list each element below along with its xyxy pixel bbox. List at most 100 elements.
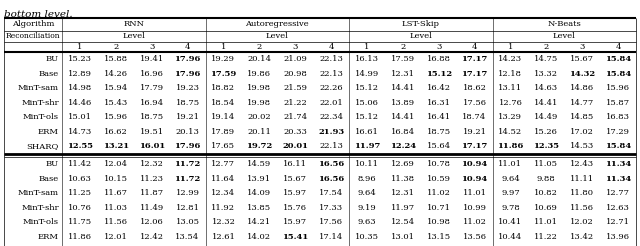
Text: 11.34: 11.34 xyxy=(605,160,631,168)
Text: 17.96: 17.96 xyxy=(174,70,201,78)
Text: 3: 3 xyxy=(579,43,585,51)
Text: 9.63: 9.63 xyxy=(358,218,376,226)
Text: 11.23: 11.23 xyxy=(140,175,164,183)
Text: 17.29: 17.29 xyxy=(606,128,630,136)
Text: 14.86: 14.86 xyxy=(570,84,595,92)
Text: MinT-shr: MinT-shr xyxy=(21,99,59,107)
Text: 14.32: 14.32 xyxy=(569,70,595,78)
Text: 12.63: 12.63 xyxy=(606,204,630,212)
Text: BU: BU xyxy=(46,55,59,63)
Text: ERM: ERM xyxy=(38,128,59,136)
Text: 15.41: 15.41 xyxy=(282,233,308,241)
Text: 12.55: 12.55 xyxy=(67,142,93,150)
Text: 16.88: 16.88 xyxy=(427,55,451,63)
Text: 14.77: 14.77 xyxy=(570,99,595,107)
Text: Level: Level xyxy=(266,32,289,41)
Text: 9.97: 9.97 xyxy=(501,189,520,197)
Text: 11.67: 11.67 xyxy=(104,189,128,197)
Text: 15.12: 15.12 xyxy=(355,84,379,92)
Text: 15.67: 15.67 xyxy=(570,55,594,63)
Text: 19.51: 19.51 xyxy=(140,128,164,136)
Text: 9.64: 9.64 xyxy=(358,189,376,197)
Text: 11.72: 11.72 xyxy=(175,160,201,168)
Text: 22.13: 22.13 xyxy=(319,55,343,63)
Text: 17.96: 17.96 xyxy=(174,55,201,63)
Text: 13.15: 13.15 xyxy=(427,233,451,241)
Text: 2: 2 xyxy=(257,43,262,51)
Text: 10.82: 10.82 xyxy=(534,189,558,197)
Text: 22.34: 22.34 xyxy=(319,113,343,121)
Text: 14.21: 14.21 xyxy=(247,218,271,226)
Text: 22.13: 22.13 xyxy=(319,70,343,78)
Text: 12.61: 12.61 xyxy=(211,233,236,241)
Text: 11.92: 11.92 xyxy=(211,204,236,212)
Text: 2: 2 xyxy=(544,43,549,51)
Text: 12.32: 12.32 xyxy=(140,160,164,168)
Text: 15.97: 15.97 xyxy=(283,218,307,226)
Text: 14.63: 14.63 xyxy=(534,84,558,92)
Text: 17.96: 17.96 xyxy=(174,142,201,150)
Text: 14.99: 14.99 xyxy=(355,70,379,78)
Text: 21.74: 21.74 xyxy=(283,113,307,121)
Text: 15.06: 15.06 xyxy=(355,99,379,107)
Text: 15.64: 15.64 xyxy=(427,142,451,150)
Text: 8.96: 8.96 xyxy=(358,175,376,183)
Text: 3: 3 xyxy=(436,43,442,51)
Text: 12.69: 12.69 xyxy=(391,160,415,168)
Text: 10.76: 10.76 xyxy=(68,204,92,212)
Text: 19.98: 19.98 xyxy=(247,84,271,92)
Text: 12.99: 12.99 xyxy=(175,189,200,197)
Text: bottom level.: bottom level. xyxy=(4,10,72,19)
Text: 11.25: 11.25 xyxy=(68,189,92,197)
Text: RNN: RNN xyxy=(124,20,144,29)
Text: 12.24: 12.24 xyxy=(390,142,416,150)
Text: 12.76: 12.76 xyxy=(499,99,522,107)
Text: 1: 1 xyxy=(364,43,370,51)
Text: 10.94: 10.94 xyxy=(461,160,488,168)
Text: 16.62: 16.62 xyxy=(104,128,128,136)
Text: 11.72: 11.72 xyxy=(175,175,201,183)
Text: 18.75: 18.75 xyxy=(140,113,164,121)
Text: 18.82: 18.82 xyxy=(211,84,236,92)
Text: 11.86: 11.86 xyxy=(497,142,524,150)
Text: MinT-sam: MinT-sam xyxy=(18,84,59,92)
Text: 14.98: 14.98 xyxy=(68,84,92,92)
Text: 17.79: 17.79 xyxy=(140,84,164,92)
Text: 19.98: 19.98 xyxy=(247,99,271,107)
Text: 11.34: 11.34 xyxy=(605,175,631,183)
Text: 2: 2 xyxy=(400,43,405,51)
Text: 13.56: 13.56 xyxy=(463,233,486,241)
Text: Algorithm: Algorithm xyxy=(12,20,54,29)
Text: 15.76: 15.76 xyxy=(283,204,307,212)
Text: 13.05: 13.05 xyxy=(175,218,200,226)
Text: 13.85: 13.85 xyxy=(247,204,271,212)
Text: 10.71: 10.71 xyxy=(427,204,451,212)
Text: 10.69: 10.69 xyxy=(534,204,558,212)
Text: 15.84: 15.84 xyxy=(605,142,631,150)
Text: 17.59: 17.59 xyxy=(211,70,237,78)
Text: 13.89: 13.89 xyxy=(391,99,415,107)
Text: 14.52: 14.52 xyxy=(499,128,522,136)
Text: 16.01: 16.01 xyxy=(139,142,165,150)
Text: 15.96: 15.96 xyxy=(606,84,630,92)
Text: 11.38: 11.38 xyxy=(391,175,415,183)
Text: 14.41: 14.41 xyxy=(390,113,415,121)
Text: 12.43: 12.43 xyxy=(570,160,595,168)
Text: 11.05: 11.05 xyxy=(534,160,558,168)
Text: 13.11: 13.11 xyxy=(499,84,522,92)
Text: 1: 1 xyxy=(77,43,83,51)
Text: Level: Level xyxy=(553,32,576,41)
Text: 17.17: 17.17 xyxy=(461,55,488,63)
Text: 16.31: 16.31 xyxy=(427,99,451,107)
Text: 9.78: 9.78 xyxy=(501,204,520,212)
Text: 14.41: 14.41 xyxy=(534,99,559,107)
Text: MinT-ols: MinT-ols xyxy=(23,113,59,121)
Text: BU: BU xyxy=(46,160,59,168)
Text: 10.98: 10.98 xyxy=(427,218,451,226)
Text: 9.88: 9.88 xyxy=(537,175,556,183)
Text: 4: 4 xyxy=(615,43,621,51)
Text: 12.31: 12.31 xyxy=(391,70,415,78)
Text: 19.14: 19.14 xyxy=(211,113,236,121)
Text: 17.17: 17.17 xyxy=(461,142,488,150)
Text: 15.12: 15.12 xyxy=(426,70,452,78)
